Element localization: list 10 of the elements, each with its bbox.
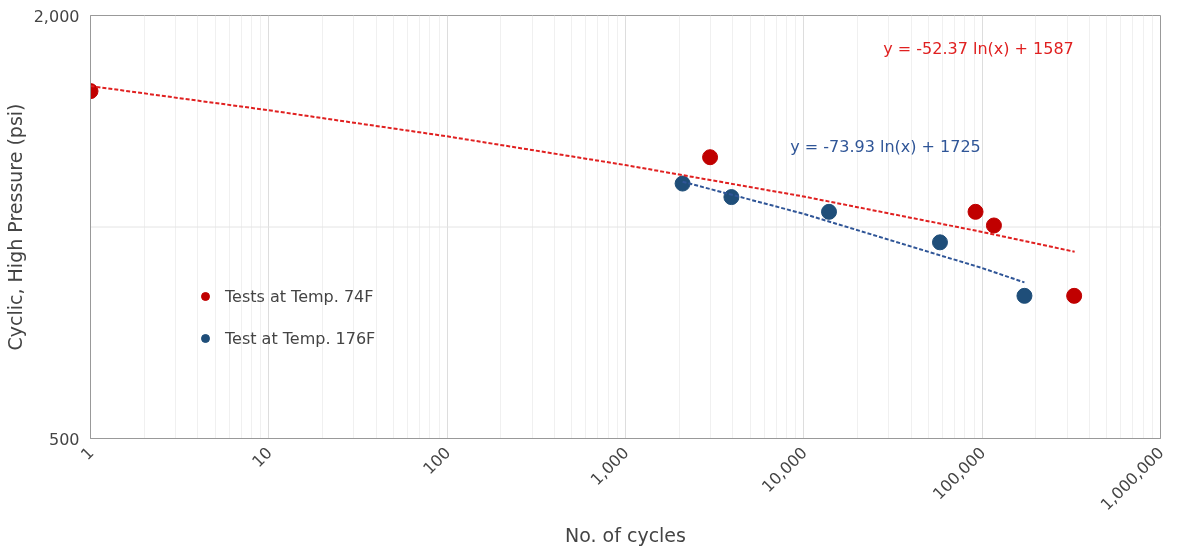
y-tick-label: 2,000 [33, 6, 80, 26]
annotation: y = -73.93 ln(x) + 1725 [790, 137, 981, 156]
x-tick-label: 100 [419, 443, 455, 479]
y-tick-label: 500 [48, 429, 80, 449]
annotation: y = -52.37 ln(x) + 1587 [883, 39, 1074, 58]
y-axis-title: Cyclic, High Pressure (psi) [3, 103, 26, 351]
x-tick-label: 10 [248, 443, 276, 471]
legend-label: Tests at Temp. 74F [225, 286, 374, 306]
legend-label: Test at Temp. 176F [225, 328, 376, 348]
x-axis-title: No. of cycles [565, 523, 686, 546]
